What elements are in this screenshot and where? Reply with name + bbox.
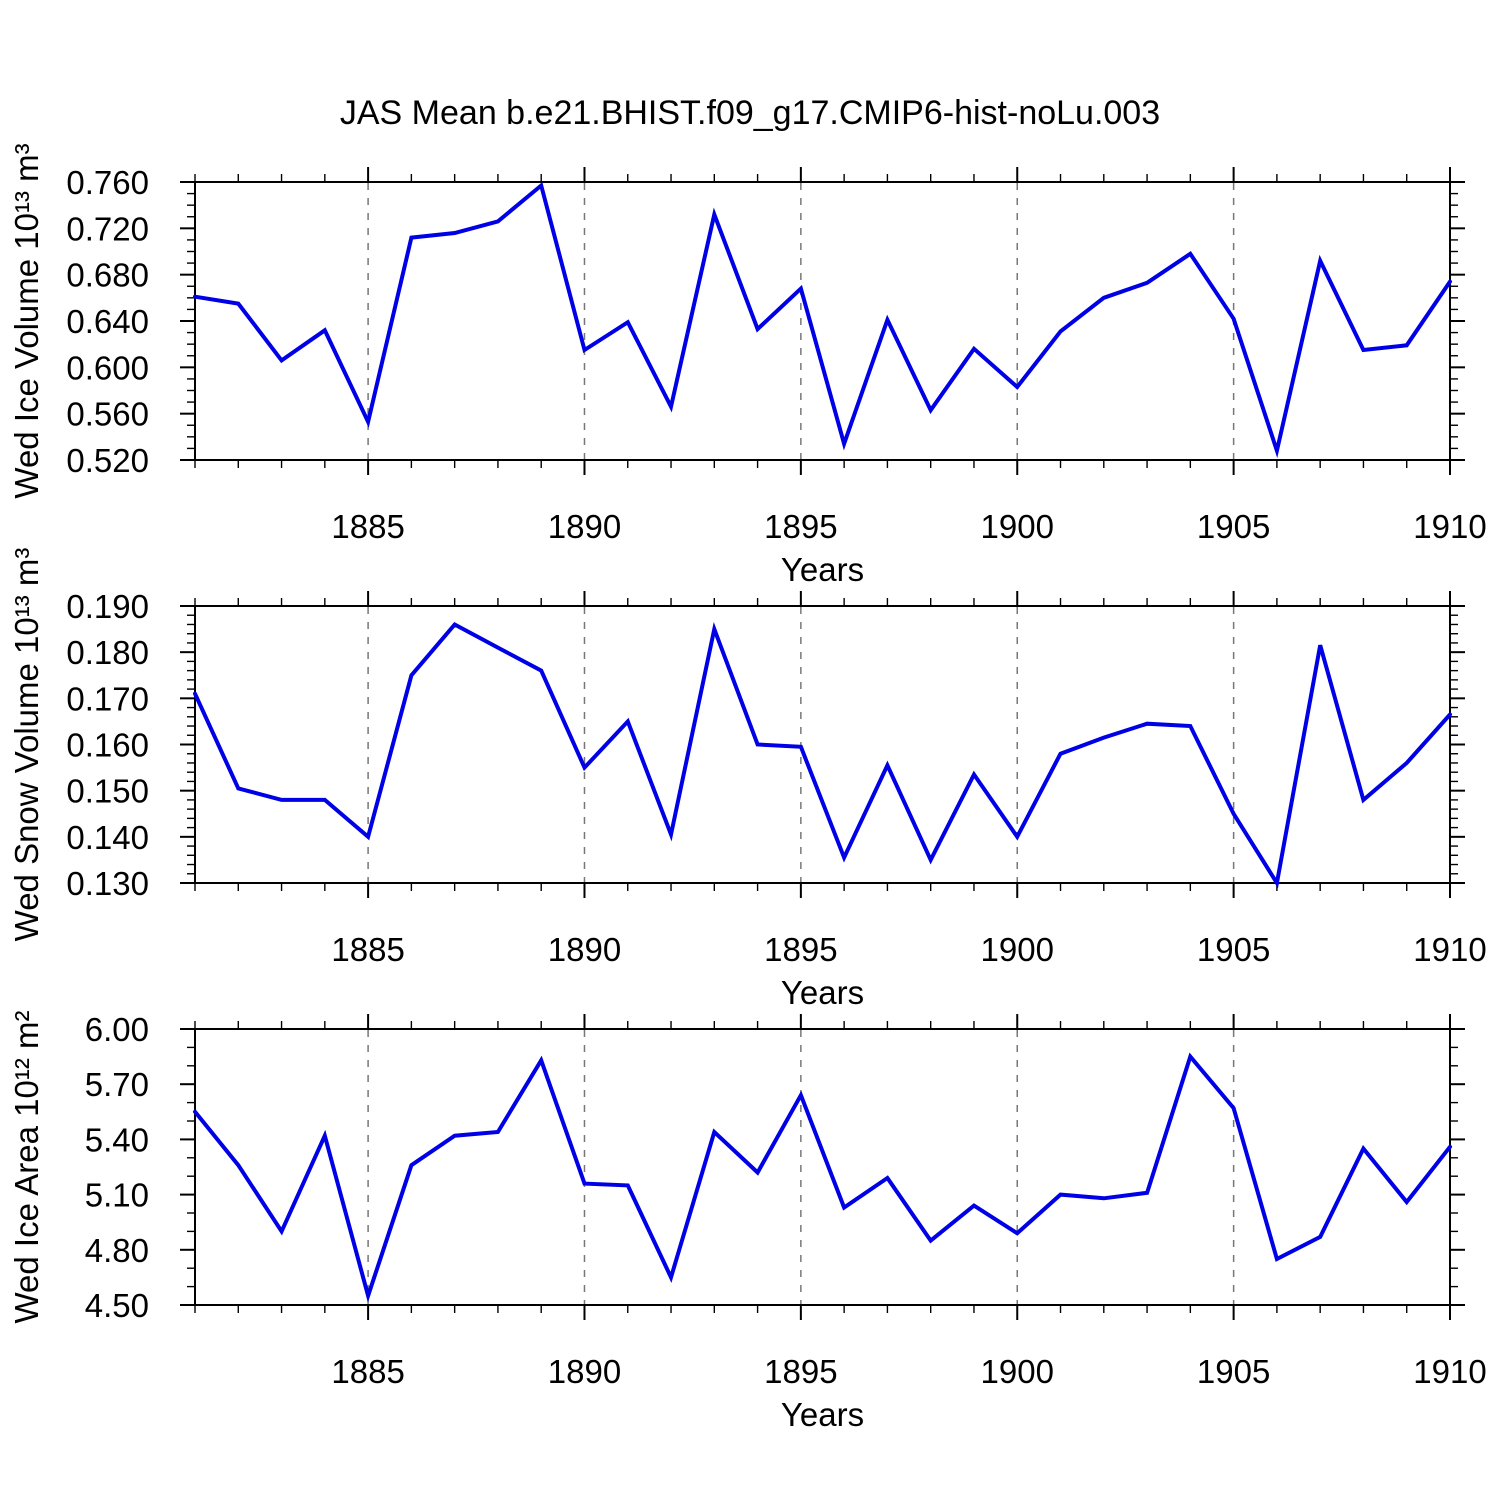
axis-frame [194,1028,1451,1306]
y-axis-label: Wed Snow Volume 10¹³ m³ [8,548,45,942]
x-tick-label: 1905 [1197,508,1270,545]
x-tick-label: 1910 [1413,931,1486,968]
series-line-2 [193,1052,1452,1303]
x-axis-label: Years [781,551,864,588]
x-tick-label: 1885 [331,1353,404,1390]
x-tick-label: 1895 [764,508,837,545]
x-tick-label: 1900 [981,931,1054,968]
axis-frame [194,605,1451,884]
y-tick-label: 0.150 [66,773,149,810]
x-tick-label: 1910 [1413,508,1486,545]
x-tick-label: 1895 [764,1353,837,1390]
y-tick-label: 5.40 [85,1121,149,1158]
y-tick-label: 0.190 [66,588,149,625]
y-tick-label: 0.680 [66,257,149,294]
x-tick-label: 1895 [764,931,837,968]
series-line-0 [193,181,1452,459]
y-tick-label: 0.760 [66,164,149,201]
y-tick-label: 0.170 [66,680,149,717]
x-tick-label: 1900 [981,508,1054,545]
x-tick-label: 1900 [981,1353,1054,1390]
plot-title: JAS Mean b.e21.BHIST.f09_g17.CMIP6-hist-… [339,94,1161,132]
x-tick-label: 1910 [1413,1353,1486,1390]
x-axis-label: Years [781,974,864,1011]
y-tick-label: 5.70 [85,1066,149,1103]
y-tick-label: 5.10 [85,1177,149,1214]
y-tick-label: 0.130 [66,865,149,902]
y-tick-label: 0.180 [66,634,149,671]
x-tick-label: 1885 [331,931,404,968]
y-tick-label: 6.00 [85,1011,149,1048]
series-line-1 [193,621,1452,889]
x-tick-label: 1905 [1197,931,1270,968]
x-tick-label: 1890 [548,931,621,968]
axis-frame [194,181,1451,461]
y-tick-label: 0.160 [66,727,149,764]
x-axis-label: Years [781,1396,864,1433]
y-tick-label: 4.80 [85,1232,149,1269]
y-tick-label: 0.720 [66,210,149,247]
y-tick-label: 0.140 [66,819,149,856]
y-tick-label: 0.600 [66,349,149,386]
y-tick-label: 0.640 [66,303,149,340]
x-tick-label: 1905 [1197,1353,1270,1390]
y-tick-label: 4.50 [85,1287,149,1324]
y-tick-label: 0.520 [66,442,149,479]
x-tick-label: 1890 [548,508,621,545]
x-tick-label: 1885 [331,508,404,545]
y-axis-label: Wed Ice Volume 10¹³ m³ [8,143,45,498]
y-axis-label: Wed Ice Area 10¹² m² [8,1010,45,1323]
y-tick-label: 0.560 [66,396,149,433]
x-tick-label: 1890 [548,1353,621,1390]
